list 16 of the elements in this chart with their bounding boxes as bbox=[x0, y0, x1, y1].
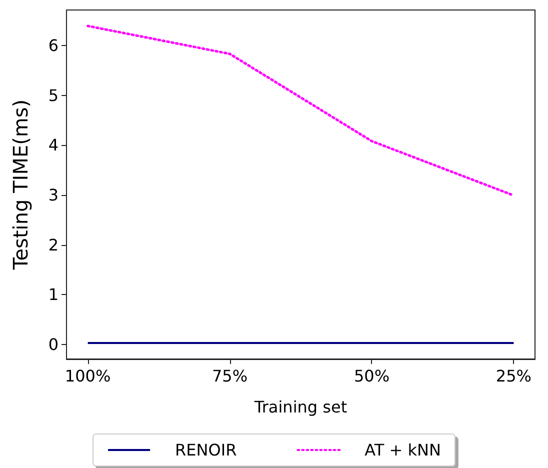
y-tick-label: 2 bbox=[48, 235, 58, 254]
x-tick-label: 50% bbox=[354, 366, 390, 386]
y-tick-label: 0 bbox=[48, 335, 58, 354]
y-tick-label: 6 bbox=[48, 36, 58, 55]
legend-label: AT + kNN bbox=[364, 440, 441, 460]
x-tick-label: 75% bbox=[212, 366, 248, 386]
x-axis-title: Training set bbox=[253, 398, 348, 416]
x-tick-label: 25% bbox=[496, 366, 532, 386]
legend-label: RENOIR bbox=[175, 440, 237, 460]
y-tick-label: 4 bbox=[48, 136, 58, 155]
y-tick-label: 1 bbox=[48, 285, 58, 304]
x-tick-label: 100% bbox=[64, 366, 111, 386]
y-tick-label: 3 bbox=[48, 185, 58, 204]
y-tick-label: 5 bbox=[48, 86, 58, 105]
y-axis-title: Testing TIME(ms) bbox=[8, 99, 32, 271]
line-series bbox=[86, 24, 515, 197]
